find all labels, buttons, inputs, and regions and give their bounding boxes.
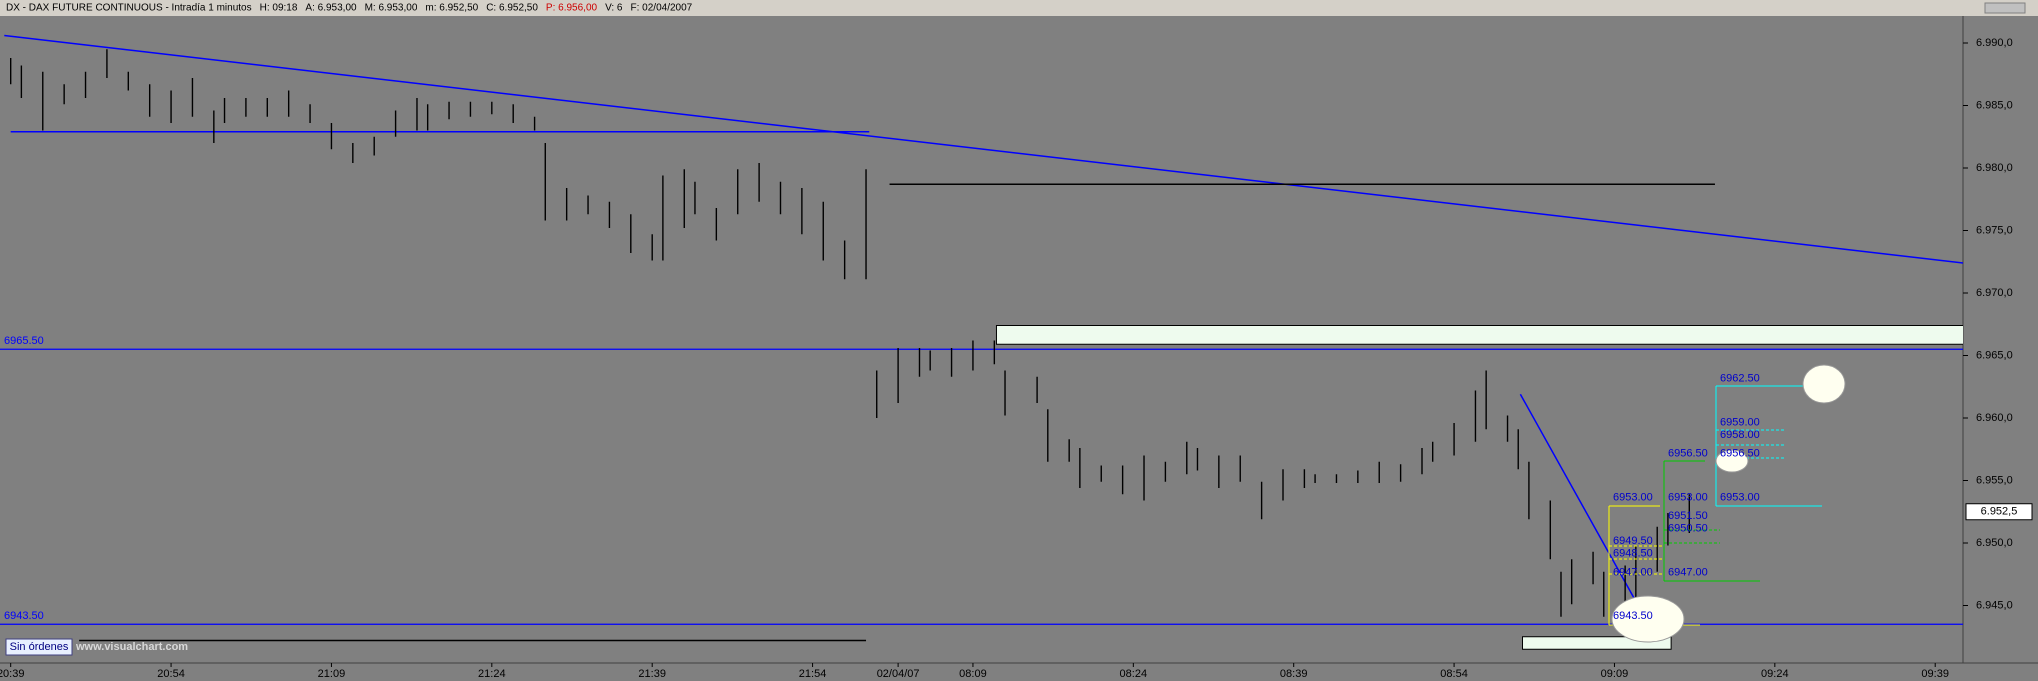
header-field: M: 6.953,00 [365, 3, 418, 14]
header-button[interactable] [1984, 2, 2026, 14]
last-price-label: 6.952,5 [1981, 506, 2018, 518]
order-overlay [1608, 364, 1846, 643]
plot [0, 34, 1963, 650]
x-tick-label: 08:24 [1120, 668, 1148, 680]
level-label: 6943.50 [4, 610, 44, 622]
header-field: P: 6.956,00 [546, 3, 598, 14]
header-field: A: 6.953,00 [305, 3, 357, 14]
order-label: 6956.50 [1668, 448, 1708, 460]
order-label: 6953.00 [1720, 491, 1760, 503]
order-label: 6953.00 [1668, 491, 1708, 503]
level-label: 6965.50 [4, 335, 44, 347]
x-tick-label: 08:39 [1280, 668, 1308, 680]
x-tick-label: 09:24 [1761, 668, 1789, 680]
x-tick-label: 21:24 [478, 668, 506, 680]
order-label: 6953.00 [1613, 491, 1653, 503]
order-label: 6947.00 [1613, 566, 1653, 578]
x-tick-label: 08:09 [959, 668, 987, 680]
x-tick-label: 09:09 [1601, 668, 1629, 680]
y-tick-label: 6.975,0 [1976, 224, 2013, 236]
x-tick-label: 21:39 [638, 668, 666, 680]
header-bar [0, 0, 2038, 16]
x-tick-label: 21:54 [799, 668, 827, 680]
order-label: 6948.50 [1613, 548, 1653, 560]
header: DX - DAX FUTURE CONTINUOUS - Intradía 1 … [6, 3, 693, 14]
y-tick-label: 6.950,0 [1976, 537, 2013, 549]
order-label: 6962.50 [1720, 373, 1760, 385]
header-field: DX - DAX FUTURE CONTINUOUS - Intradía 1 … [6, 3, 252, 14]
header-field: C: 6.952,50 [486, 3, 538, 14]
x-tick-label: 20:39 [0, 668, 24, 680]
order-label: 6959.00 [1720, 416, 1760, 428]
y-tick-label: 6.970,0 [1976, 287, 2013, 299]
x-tick-label: 09:39 [1921, 668, 1949, 680]
order-label: 6958.00 [1720, 429, 1760, 441]
labels: 6.945,0 6.950,0 6.955,0 6.960,0 6.965,0 6.970… [0, 37, 2033, 680]
orders-button-label: Sin órdenes [10, 641, 69, 653]
header-field: V: 6 [605, 3, 623, 14]
x-tick-label: 21:09 [318, 668, 346, 680]
orders-button[interactable] [5, 638, 73, 656]
order-label: 6943.50 [1613, 610, 1653, 622]
trend-line [4, 34, 1963, 264]
header-field: F: 02/04/2007 [631, 3, 693, 14]
last-price-box [1965, 503, 2033, 521]
x-tick-label: 08:54 [1440, 668, 1468, 680]
x-tick-label: 02/04/07 [877, 668, 920, 680]
order-label: 6950.50 [1668, 523, 1708, 535]
y-tick-label: 6.980,0 [1976, 162, 2013, 174]
order-label: 6949.50 [1613, 535, 1653, 547]
header-field: m: 6.952,50 [425, 3, 478, 14]
y-tick-label: 6.955,0 [1976, 474, 2013, 486]
y-tick-label: 6.965,0 [1976, 349, 2013, 361]
y-tick-label: 6.990,0 [1976, 37, 2013, 49]
drawing-box [995, 325, 1963, 345]
x-tick-label: 20:54 [157, 668, 185, 680]
order-label: 6956.50 [1720, 448, 1760, 460]
order-label: 6951.50 [1668, 510, 1708, 522]
order-label: 6947.00 [1668, 566, 1708, 578]
watermark: www.visualchart.com [75, 641, 188, 653]
header-field: H: 09:18 [260, 3, 298, 14]
y-tick-label: 6.960,0 [1976, 412, 2013, 424]
y-tick-label: 6.945,0 [1976, 599, 2013, 611]
y-tick-label: 6.985,0 [1976, 99, 2013, 111]
